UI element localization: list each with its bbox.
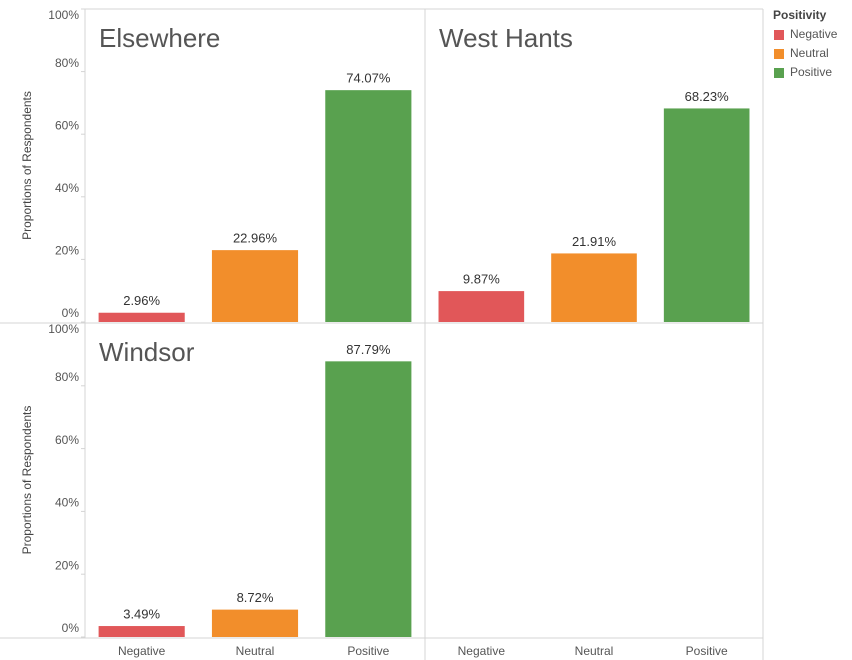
y-tick-label: 100% xyxy=(48,322,79,336)
bar xyxy=(98,312,185,322)
bar xyxy=(325,361,412,637)
bar xyxy=(551,253,637,322)
y-tick-label: 80% xyxy=(55,370,79,384)
legend-label: Negative xyxy=(790,27,838,41)
value-label: 74.07% xyxy=(346,71,391,86)
x-tick-label: Neutral xyxy=(575,644,614,658)
value-label: 3.49% xyxy=(123,606,160,621)
bar xyxy=(98,626,185,637)
y-tick-label: 100% xyxy=(48,8,79,22)
value-label: 8.72% xyxy=(237,590,274,605)
y-tick-label: 40% xyxy=(55,496,79,510)
value-label: 2.96% xyxy=(123,293,160,308)
y-tick-label: 20% xyxy=(55,244,79,258)
legend-title: Positivity xyxy=(773,8,827,22)
y-tick-label: 60% xyxy=(55,433,79,447)
x-tick-label: Negative xyxy=(458,644,506,658)
value-label: 21.91% xyxy=(572,234,617,249)
bar xyxy=(211,250,299,322)
y-tick-label: 40% xyxy=(55,181,79,195)
value-label: 68.23% xyxy=(685,89,730,104)
bar xyxy=(438,291,525,322)
legend-swatch xyxy=(774,49,784,59)
y-tick-label: 0% xyxy=(62,621,80,635)
panel-title: Windsor xyxy=(99,337,195,367)
legend-label: Neutral xyxy=(790,46,829,60)
y-tick-label: 0% xyxy=(62,306,80,320)
x-tick-label: Positive xyxy=(347,644,389,658)
y-axis-label: Proportions of Respondents xyxy=(20,91,34,240)
x-tick-label: Negative xyxy=(118,644,166,658)
panel-title: West Hants xyxy=(439,23,573,53)
bar xyxy=(211,609,299,637)
y-axis-label: Proportions of Respondents xyxy=(20,406,34,555)
y-tick-label: 80% xyxy=(55,56,79,70)
y-tick-label: 20% xyxy=(55,558,79,572)
value-label: 22.96% xyxy=(233,231,278,246)
y-tick-label: 60% xyxy=(55,118,79,132)
legend-label: Positive xyxy=(790,65,832,79)
bar xyxy=(663,108,750,323)
legend-swatch xyxy=(774,68,784,78)
value-label: 9.87% xyxy=(463,272,500,287)
value-label: 87.79% xyxy=(346,342,391,357)
panel-title: Elsewhere xyxy=(99,23,220,53)
bar xyxy=(325,90,412,323)
x-tick-label: Neutral xyxy=(236,644,275,658)
x-tick-label: Positive xyxy=(686,644,728,658)
legend-swatch xyxy=(774,30,784,40)
